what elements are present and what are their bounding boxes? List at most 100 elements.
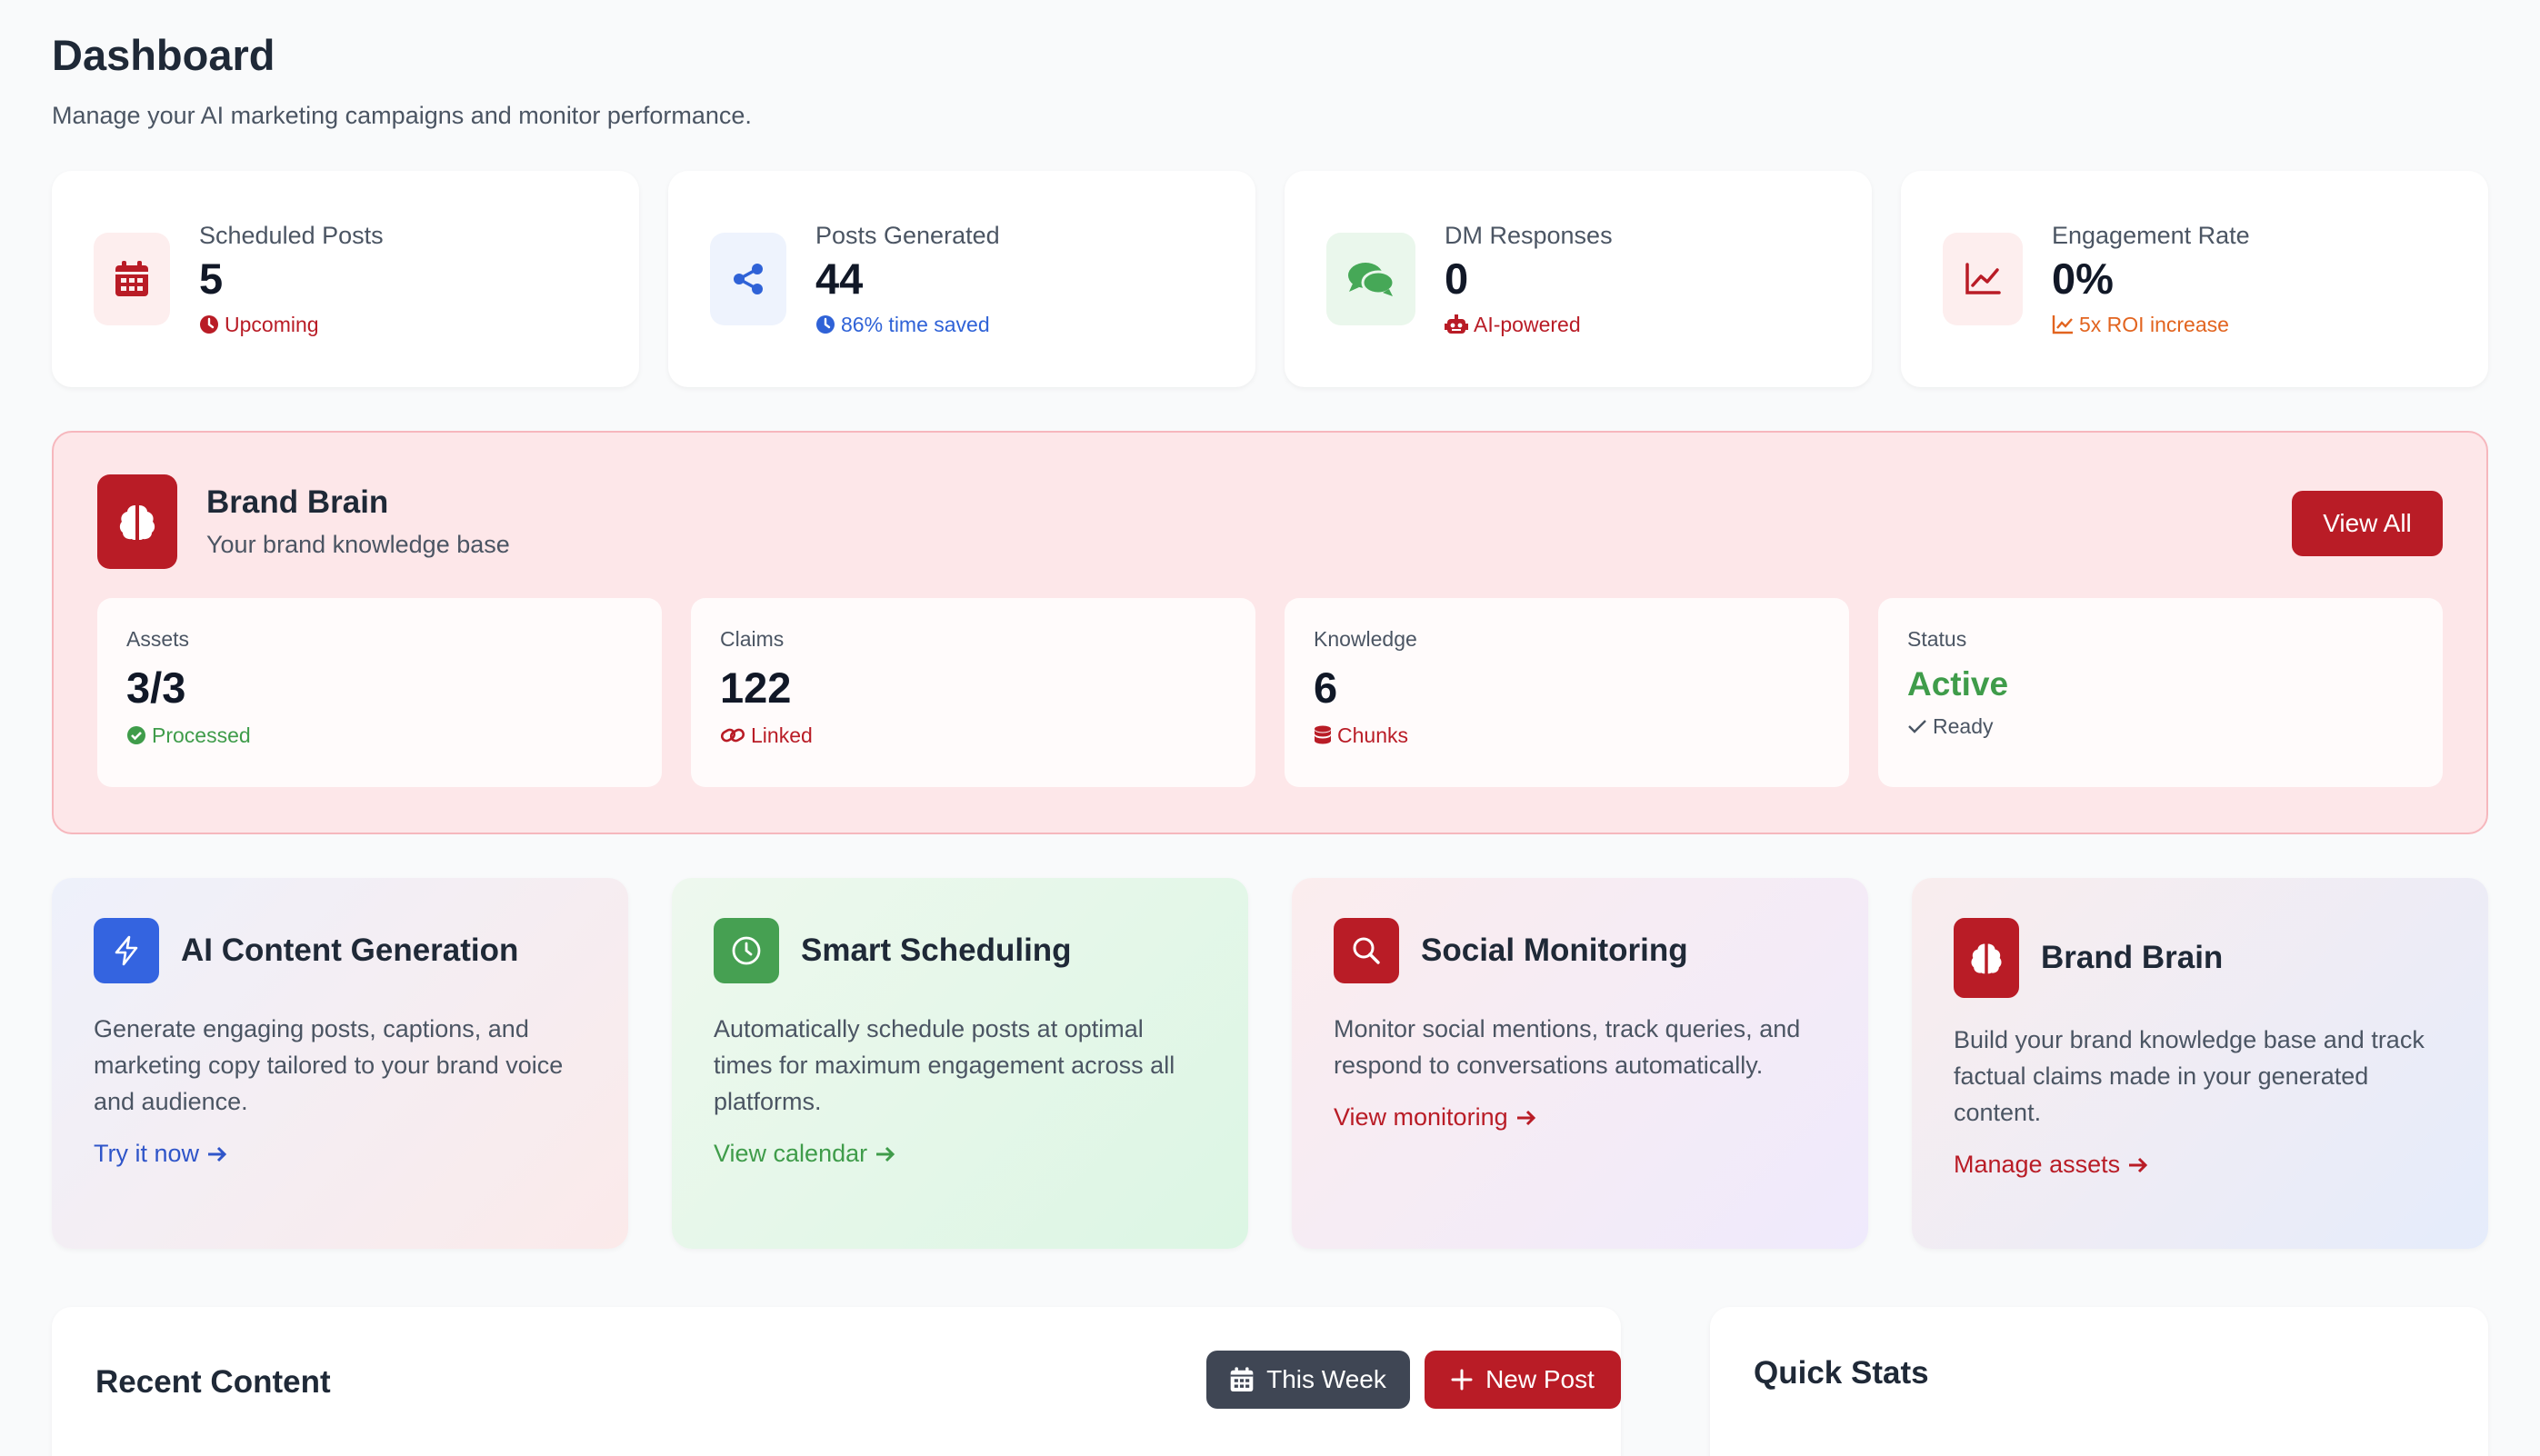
plus-icon (1451, 1369, 1473, 1391)
page-title: Dashboard (52, 31, 275, 79)
brand-brain-panel: Brand Brain Your brand knowledge base Vi… (52, 431, 2488, 834)
calendar-icon (94, 233, 170, 325)
search-icon (1334, 918, 1399, 983)
recent-content-title: Recent Content (95, 1364, 331, 1400)
metric-status: Status Active Ready (1878, 598, 2443, 787)
link-icon (720, 728, 745, 743)
stat-card-dm-responses: DM Responses 0 AI-powered (1285, 171, 1872, 387)
brand-brain-subtitle: Your brand knowledge base (206, 531, 510, 558)
metric-note: Chunks (1314, 722, 1820, 749)
stat-note: 86% time saved (815, 311, 1000, 338)
metric-label: Knowledge (1314, 627, 1417, 651)
feature-description: Build your brand knowledge base and trac… (1954, 1026, 2425, 1126)
share-icon (710, 233, 786, 325)
stat-label: Engagement Rate (2052, 222, 2250, 249)
button-label: This Week (1266, 1365, 1386, 1393)
feature-cards: AI Content Generation Generate engaging … (52, 878, 2488, 1249)
feature-card-ai-content: AI Content Generation Generate engaging … (52, 878, 628, 1249)
clock-icon (816, 315, 835, 334)
stats-row: Scheduled Posts 5 Upcoming Posts Generat… (52, 171, 2488, 387)
stat-value: 44 (815, 254, 864, 303)
metric-note: Linked (720, 722, 1226, 749)
view-calendar-link[interactable]: View calendar (714, 1140, 896, 1168)
quick-stats-panel: Quick Stats (1710, 1307, 2488, 1456)
calendar-icon (1230, 1367, 1254, 1391)
feature-title: Smart Scheduling (801, 932, 1072, 968)
metric-note: Processed (126, 722, 633, 749)
metric-claims: Claims 122 Linked (691, 598, 1255, 787)
stat-note-text: 86% time saved (841, 313, 990, 336)
link-text: Manage assets (1954, 1151, 2121, 1178)
arrow-right-icon (2129, 1157, 2148, 1172)
arrow-right-icon (1516, 1110, 1535, 1125)
metric-note-text: Ready (1933, 714, 1994, 738)
feature-description: Monitor social mentions, track queries, … (1334, 1015, 1801, 1079)
metric-knowledge: Knowledge 6 Chunks (1285, 598, 1849, 787)
chat-bubbles-icon (1326, 233, 1415, 325)
feature-card-brand-brain: Brand Brain Build your brand knowledge b… (1912, 878, 2488, 1249)
brain-icon (1954, 918, 2019, 998)
metric-label: Assets (126, 627, 190, 651)
arrow-right-icon (876, 1146, 895, 1162)
metric-value: 3/3 (126, 663, 186, 712)
feature-title: Social Monitoring (1421, 932, 1688, 968)
stat-note: 5x ROI increase (2052, 311, 2250, 338)
metric-note-text: Processed (152, 723, 251, 747)
stat-value: 5 (199, 254, 224, 303)
brand-brain-title: Brand Brain (206, 484, 389, 520)
feature-title: Brand Brain (2041, 940, 2224, 975)
stat-note-text: AI-powered (1474, 313, 1581, 336)
stat-note: AI-powered (1445, 311, 1613, 338)
this-week-button[interactable]: This Week (1206, 1351, 1410, 1409)
brand-brain-metrics: Assets 3/3 Processed Claims 122 Linked K… (97, 598, 2443, 787)
chart-icon (2052, 315, 2073, 334)
check-circle-icon (127, 726, 145, 744)
recent-actions: This Week New Post (1206, 1351, 1621, 1409)
view-monitoring-link[interactable]: View monitoring (1334, 1103, 1537, 1132)
clock-icon (200, 315, 218, 334)
link-text: Try it now (94, 1140, 200, 1167)
feature-title: AI Content Generation (181, 932, 519, 968)
feature-card-smart-scheduling: Smart Scheduling Automatically schedule … (672, 878, 1248, 1249)
clock-icon (714, 918, 779, 983)
new-post-button[interactable]: New Post (1425, 1351, 1621, 1409)
stat-value: 0% (2052, 254, 2114, 303)
metric-note: Ready (1907, 713, 2414, 740)
feature-description: Generate engaging posts, captions, and m… (94, 1015, 564, 1115)
feature-description: Automatically schedule posts at optimal … (714, 1015, 1175, 1115)
metric-note-text: Linked (751, 723, 813, 747)
bolt-icon (94, 918, 159, 983)
robot-icon (1445, 314, 1468, 334)
stat-card-engagement-rate: Engagement Rate 0% 5x ROI increase (1901, 171, 2488, 387)
quick-stats-title: Quick Stats (1754, 1355, 1929, 1391)
metric-value: 6 (1314, 663, 1338, 712)
page-subtitle: Manage your AI marketing campaigns and m… (52, 102, 752, 129)
link-text: View calendar (714, 1140, 868, 1167)
manage-assets-link[interactable]: Manage assets (1954, 1151, 2149, 1179)
brain-icon (97, 474, 177, 569)
link-text: View monitoring (1334, 1103, 1508, 1131)
metric-value: 122 (720, 663, 792, 712)
database-icon (1315, 725, 1331, 744)
status-value: Active (1907, 665, 2009, 703)
metric-note-text: Chunks (1337, 723, 1408, 747)
stat-card-scheduled-posts: Scheduled Posts 5 Upcoming (52, 171, 639, 387)
stat-card-posts-generated: Posts Generated 44 86% time saved (668, 171, 1255, 387)
recent-content-panel: Recent Content This Week New Post (52, 1307, 1621, 1456)
stat-note: Upcoming (199, 311, 384, 338)
view-all-button[interactable]: View All (2292, 491, 2443, 556)
stat-note-text: Upcoming (225, 313, 319, 336)
feature-card-social-monitoring: Social Monitoring Monitor social mention… (1292, 878, 1868, 1249)
metric-assets: Assets 3/3 Processed (97, 598, 662, 787)
stat-label: DM Responses (1445, 222, 1613, 249)
line-chart-icon (1943, 233, 2023, 325)
metric-label: Claims (720, 627, 785, 651)
stat-label: Scheduled Posts (199, 222, 384, 249)
stat-label: Posts Generated (815, 222, 1000, 249)
metric-label: Status (1907, 627, 1967, 651)
try-it-now-link[interactable]: Try it now (94, 1140, 228, 1168)
arrow-right-icon (208, 1146, 227, 1162)
stat-note-text: 5x ROI increase (2079, 313, 2229, 336)
check-icon (1908, 720, 1926, 733)
